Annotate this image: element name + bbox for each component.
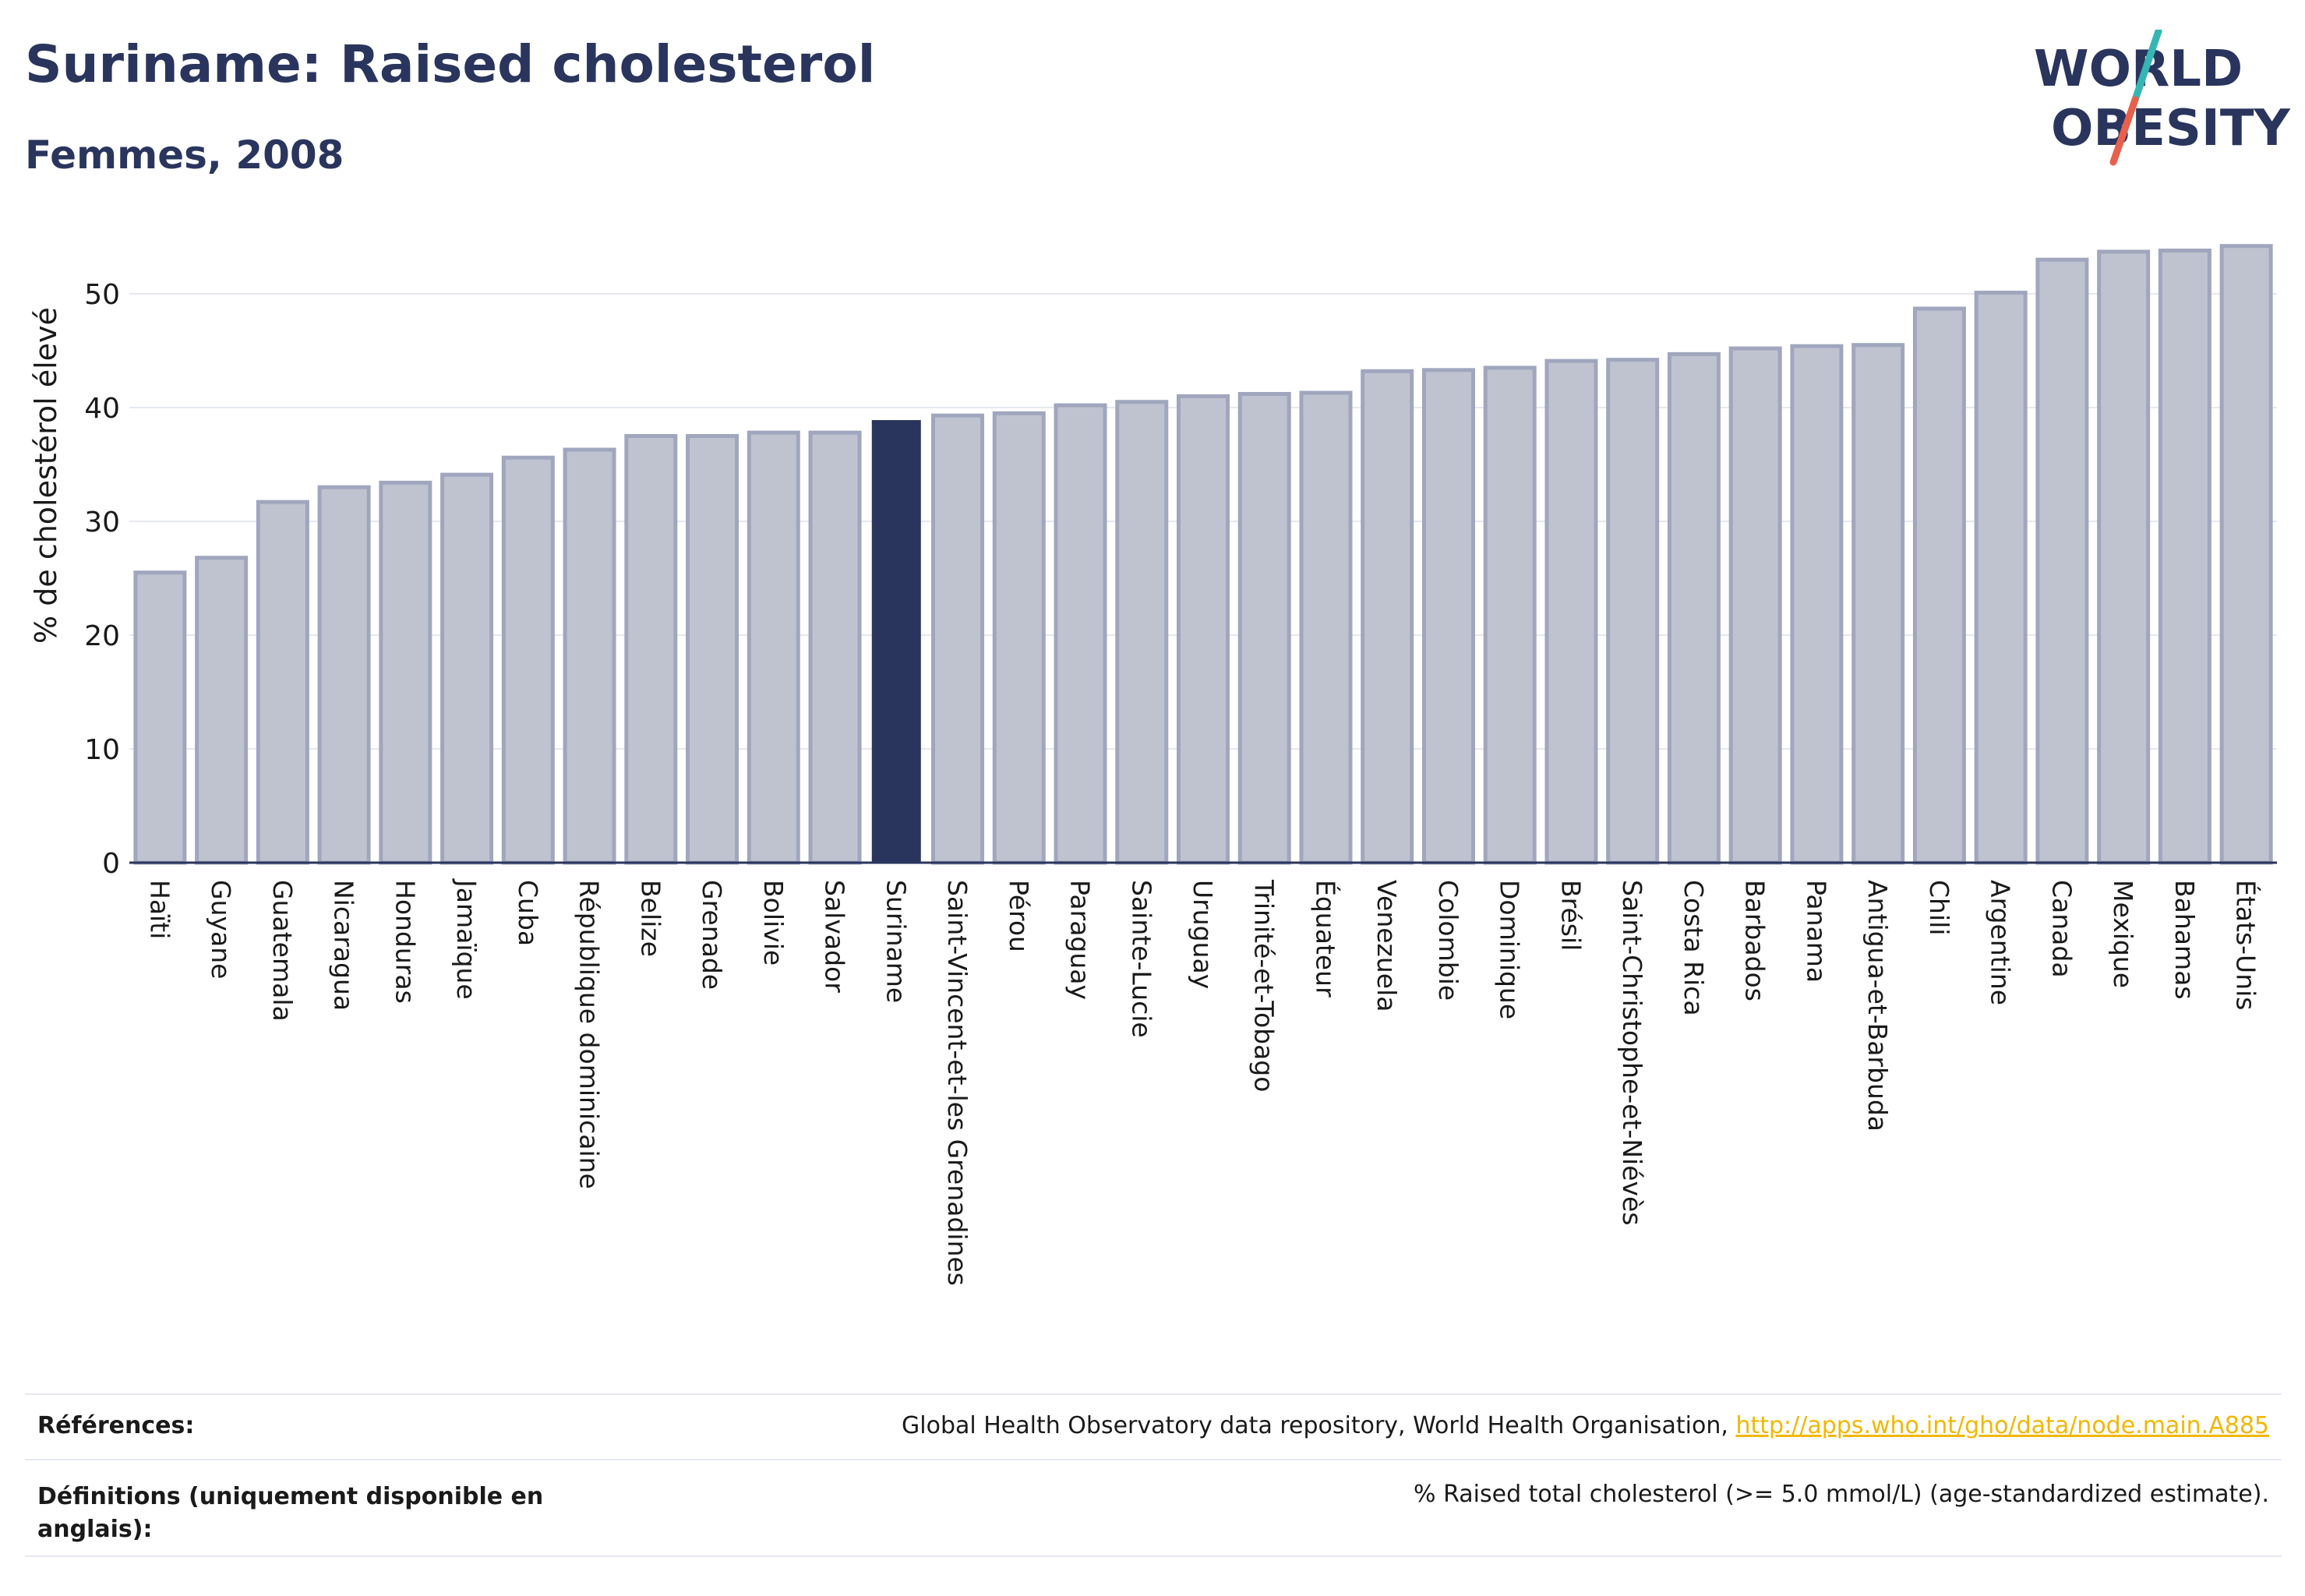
x-tick-label: Jamaïque (451, 878, 482, 1000)
bar (1790, 344, 1844, 865)
bar (501, 455, 555, 865)
world-obesity-logo: WORLD OBESITY (2034, 30, 2290, 166)
bar (992, 411, 1046, 865)
x-tick-label: Salvador (820, 880, 850, 993)
y-tick-label: 10 (84, 734, 120, 766)
bar (1177, 394, 1230, 865)
bar (1115, 400, 1169, 865)
bar (2097, 249, 2151, 865)
bar (1974, 291, 2028, 865)
bar (686, 434, 740, 865)
bar (317, 485, 371, 865)
x-tick-label: Barbados (1740, 880, 1770, 1001)
bar (1054, 403, 1107, 865)
x-tick-label: Guatemala (267, 880, 298, 1022)
bar-highlighted (871, 420, 921, 863)
bar (808, 430, 862, 865)
bar (1483, 365, 1537, 865)
x-tick-label: Nicaragua (329, 880, 359, 1011)
x-tick-label: Dominique (1495, 880, 1525, 1019)
definitions-row: Définitions (uniquement disponible en an… (25, 1481, 2282, 1551)
logo-text-obesity: OBESITY (2051, 100, 2290, 157)
x-tick-label: République dominicaine (574, 880, 605, 1189)
bar (563, 447, 616, 865)
x-tick-label: Bolivie (758, 880, 789, 966)
x-tick-label: Bahamas (2169, 880, 2200, 1000)
bar (1667, 351, 1721, 865)
x-tick-label: Paraguay (1065, 880, 1096, 1000)
bar (624, 434, 678, 865)
bar (2219, 244, 2273, 865)
x-tick-label: Cuba (513, 880, 543, 946)
logo-slash-teal (2131, 30, 2162, 104)
x-tick-label: Colombie (1433, 880, 1463, 1001)
page-title: Suriname: Raised cholesterol (25, 34, 876, 94)
bar (133, 570, 187, 865)
tick-labels: 0 10 20 30 40 50 Haïti Guyane Guatemala Nicaragua… (84, 279, 2261, 1286)
x-tick-label: Équateur (1310, 880, 1341, 998)
bar (256, 500, 309, 865)
x-tick-label: États-Unis (2231, 880, 2262, 1010)
bar (747, 430, 800, 865)
bar-chart: 0 10 20 30 40 50 Haïti Guyane Guatemala Nicaragua… (29, 244, 2277, 1286)
y-tick-label: 0 (102, 848, 120, 880)
bars (133, 244, 2273, 865)
x-tick-label: Suriname (881, 880, 911, 1003)
bar (195, 556, 249, 865)
footer-divider-top (25, 1393, 2282, 1395)
x-tick-label: Chili (1924, 880, 1954, 935)
references-link[interactable]: http://apps.who.int/gho/data/node.main.A… (1735, 1412, 2269, 1439)
logo-slash-coral (2109, 96, 2139, 166)
x-tick-label: Canada (2046, 880, 2077, 978)
definitions-label: Définitions (uniquement disponible en an… (37, 1483, 544, 1543)
x-tick-label: Saint-Christophe-et-Niévès (1617, 880, 1647, 1226)
x-tick-label: Belize (635, 880, 665, 957)
x-tick-label: Uruguay (1188, 880, 1218, 989)
definitions-value: % Raised total cholesterol (>= 5.0 mmol/… (1414, 1481, 2269, 1508)
bar (1606, 358, 1660, 865)
x-tick-label: Saint-Vincent-et-les Grenadines (942, 880, 972, 1286)
y-tick-label: 40 (84, 393, 120, 425)
references-label: Références: (37, 1412, 195, 1439)
bar (931, 413, 985, 865)
x-tick-label: Brésil (1555, 880, 1586, 951)
bar (2158, 249, 2211, 865)
x-tick-label: Mexique (2108, 880, 2138, 988)
y-tick-label: 20 (84, 620, 120, 652)
bar (1361, 369, 1414, 865)
x-tick-label: Venezuela (1371, 880, 1402, 1012)
x-tick-label: Argentine (1986, 880, 2016, 1005)
x-tick-label: Costa Rica (1678, 880, 1709, 1016)
x-tick-label: Panama (1801, 880, 1831, 983)
y-tick-label: 30 (84, 507, 120, 538)
x-tick-label: Grenade (697, 880, 727, 990)
bar (1851, 343, 1905, 865)
references-value: Global Health Observatory data repositor… (902, 1412, 2269, 1439)
x-tick-label: Honduras (390, 880, 420, 1004)
bar (2035, 257, 2089, 865)
footer-divider-middle (25, 1459, 2282, 1460)
bar (440, 472, 494, 865)
x-tick-label: Haïti (144, 880, 175, 939)
bar (1728, 346, 1782, 865)
x-tick-label: Guyane (206, 880, 236, 979)
footer-divider-bottom (25, 1555, 2282, 1557)
y-axis-label: % de cholestérol élevé (29, 307, 63, 644)
x-tick-label: Trinité-et-Tobago (1249, 879, 1280, 1092)
bar (1912, 306, 1966, 865)
bar (1544, 358, 1598, 865)
bar (1299, 390, 1353, 865)
x-tick-label: Antigua-et-Barbuda (1862, 880, 1893, 1132)
x-tick-label: Sainte-Lucie (1126, 880, 1156, 1038)
references-text: Global Health Observatory data repositor… (902, 1412, 1736, 1439)
bar (1421, 368, 1475, 865)
references-row: Références: Global Health Observatory da… (25, 1412, 2282, 1459)
y-tick-label: 50 (84, 279, 120, 311)
bar (379, 480, 432, 865)
x-tick-label: Pérou (1004, 880, 1034, 952)
page-subtitle: Femmes, 2008 (25, 132, 344, 178)
bar (1237, 391, 1291, 865)
